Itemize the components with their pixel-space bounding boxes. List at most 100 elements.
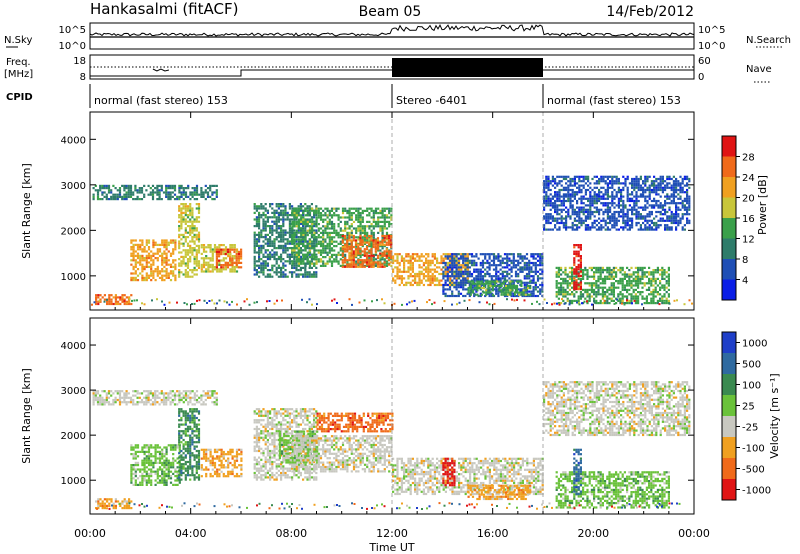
- power-cell: [134, 263, 137, 266]
- power-cell: [444, 279, 447, 282]
- power-cell: [422, 275, 425, 278]
- power-cell: [326, 247, 329, 250]
- power-cell: [442, 286, 445, 289]
- power-cell: [599, 277, 602, 280]
- power-cell: [173, 187, 177, 190]
- power-cell: [258, 258, 261, 261]
- power-cell: [622, 195, 625, 198]
- power-cell: [610, 293, 613, 296]
- power-cell: [149, 187, 152, 190]
- power-cell: [288, 231, 291, 234]
- power-cell: [471, 282, 475, 285]
- power-cell: [688, 199, 691, 203]
- power-cell: [286, 247, 289, 250]
- power-cell: [646, 180, 649, 183]
- power-cell: [184, 271, 187, 274]
- power-cell: [293, 238, 296, 241]
- power-cell: [536, 277, 540, 280]
- power-cell: [633, 180, 636, 183]
- power-cell: [686, 210, 689, 214]
- power-cell: [293, 253, 296, 256]
- power-cell: [271, 244, 274, 247]
- power-cell: [433, 257, 436, 260]
- power-cell: [277, 264, 280, 267]
- power-cell: [599, 275, 602, 278]
- power-cell: [335, 234, 338, 237]
- power-cell: [471, 280, 475, 283]
- power-cell: [346, 259, 349, 262]
- power-cell: [648, 204, 651, 207]
- power-cell: [576, 228, 579, 231]
- power-cell: [145, 261, 148, 264]
- power-cell: [670, 186, 673, 189]
- power-cell: [195, 193, 199, 196]
- power-cell: [317, 214, 320, 217]
- power-cell: [317, 209, 320, 212]
- power-cell: [291, 242, 294, 245]
- power-cell: [522, 293, 525, 296]
- power-cell: [495, 270, 498, 273]
- power-cell: [626, 221, 629, 225]
- power-cell: [370, 265, 373, 268]
- power-cell: [114, 296, 117, 299]
- power-cell: [532, 288, 535, 291]
- power-cell: [226, 266, 229, 269]
- power-cell: [453, 264, 456, 267]
- power-cell: [398, 270, 401, 273]
- power-cell: [588, 295, 591, 298]
- power-cell: [322, 256, 325, 259]
- power-cell: [536, 286, 540, 289]
- power-cell: [315, 245, 318, 248]
- power-cell: [240, 255, 243, 258]
- power-cell: [161, 254, 164, 257]
- power-cell: [495, 255, 498, 258]
- power-cell: [359, 263, 362, 266]
- power-cell: [448, 266, 452, 269]
- power-cell: [110, 302, 113, 306]
- power-cell: [440, 268, 443, 271]
- power-cell: [512, 281, 515, 284]
- power-cell: [293, 207, 296, 210]
- power-cell: [639, 177, 642, 181]
- power-cell: [293, 245, 296, 248]
- power-cell: [189, 191, 192, 194]
- power-cell: [372, 214, 375, 217]
- power-cell: [565, 182, 568, 185]
- power-cell: [536, 264, 540, 267]
- power-cell: [262, 264, 265, 267]
- power-cell: [174, 248, 177, 251]
- power-cell: [200, 252, 203, 255]
- power-cell: [425, 266, 428, 269]
- beam-title: Beam 05: [359, 4, 422, 20]
- power-cell: [564, 277, 567, 280]
- power-cell: [145, 250, 148, 253]
- power-cell: [545, 199, 548, 203]
- power-cell: [637, 217, 640, 220]
- power-cell: [492, 261, 496, 265]
- power-cell: [136, 252, 140, 255]
- power-cell: [275, 211, 278, 214]
- power-cell: [655, 228, 658, 231]
- power-cell: [218, 263, 221, 266]
- power-cell: [584, 193, 587, 196]
- power-cell: [609, 208, 612, 211]
- power-cell: [172, 272, 175, 275]
- power-cell: [381, 212, 384, 215]
- power-cell: [152, 241, 155, 244]
- power-cell: [686, 188, 689, 192]
- power-cell: [357, 214, 360, 217]
- power-cell: [269, 251, 272, 254]
- power-cell: [403, 259, 406, 262]
- power-cell: [584, 208, 587, 211]
- power-cell: [304, 231, 307, 234]
- power-cell: [313, 223, 316, 226]
- power-cell: [381, 243, 384, 246]
- power-cell: [387, 234, 391, 238]
- power-cell: [679, 208, 682, 211]
- power-cell: [317, 223, 320, 226]
- power-cell: [473, 261, 476, 265]
- power-cell: [582, 293, 585, 296]
- power-cell: [297, 220, 301, 223]
- power-cell: [444, 266, 447, 269]
- power-cell: [258, 236, 261, 239]
